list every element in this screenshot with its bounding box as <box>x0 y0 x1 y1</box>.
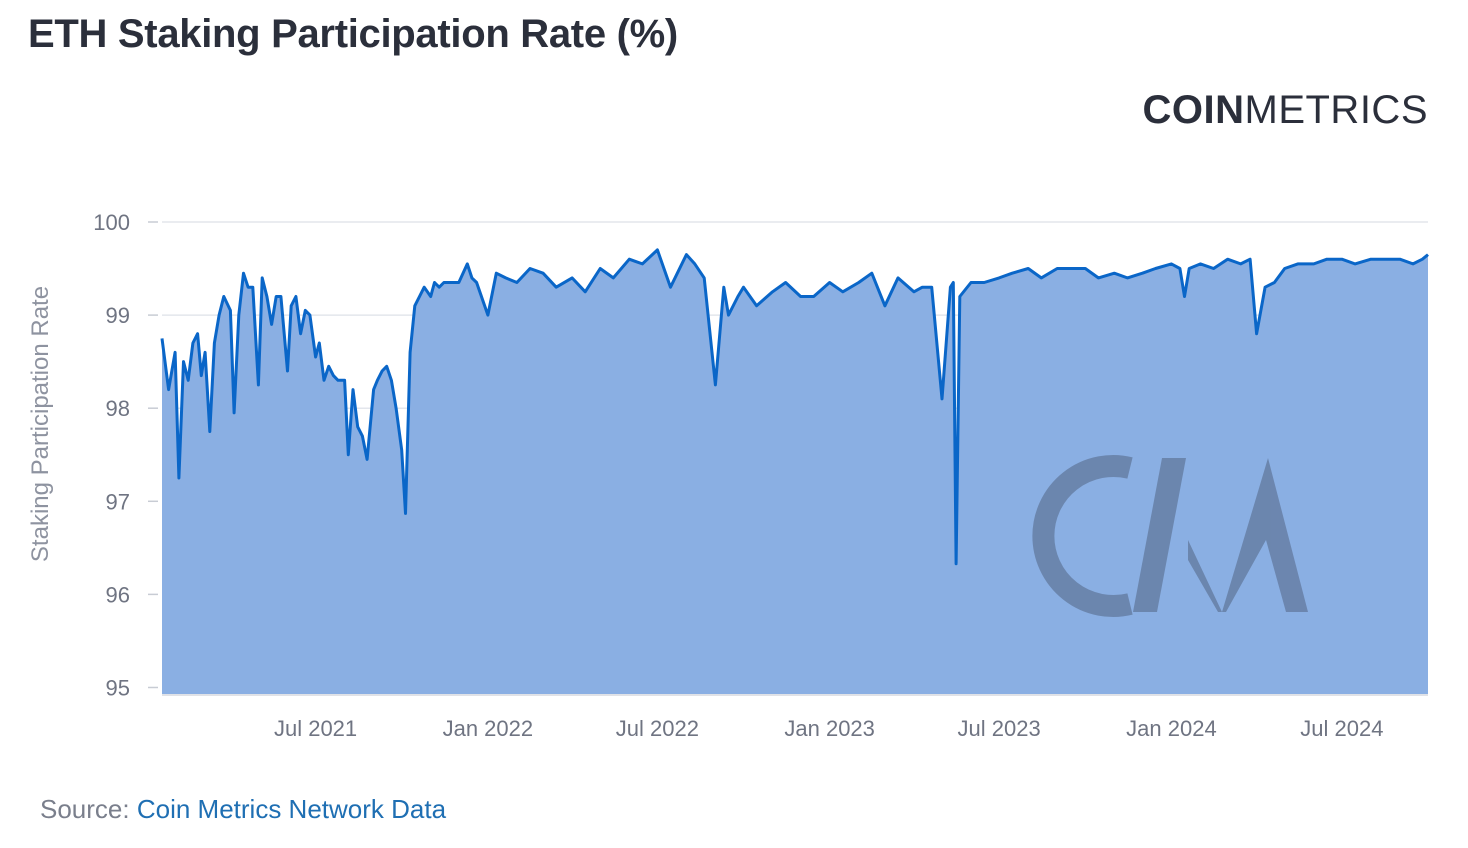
chart-title: ETH Staking Participation Rate (%) <box>28 12 678 56</box>
y-tick-label: 99 <box>106 303 130 328</box>
y-axis-ticks: 100 99 98 97 96 95 <box>93 210 158 700</box>
y-tick-label: 96 <box>106 582 130 607</box>
x-tick-label: Jul 2022 <box>616 716 699 741</box>
y-tick-label: 97 <box>106 489 130 514</box>
watermark-slash-shape <box>1133 458 1186 612</box>
source-label: Source: <box>40 794 130 824</box>
x-tick-label: Jul 2021 <box>274 716 357 741</box>
watermark-m-shape <box>1188 458 1308 612</box>
coinmetrics-logo: COINMETRICS <box>1143 88 1429 133</box>
y-tick-label: 100 <box>93 210 130 235</box>
source-note: Source: Coin Metrics Network Data <box>40 794 446 825</box>
x-tick-label: Jul 2024 <box>1300 716 1383 741</box>
y-tick-label: 95 <box>106 675 130 700</box>
y-tick-label: 98 <box>106 396 130 421</box>
series-line <box>160 248 1429 566</box>
watermark-c-shape <box>1032 455 1133 617</box>
x-axis-ticks: Jul 2021 Jan 2022 Jul 2022 Jan 2023 Jul 2023… <box>162 694 1428 741</box>
area-fill <box>162 249 1428 694</box>
x-tick-label: Jan 2022 <box>443 716 534 741</box>
logo-text-light: METRICS <box>1244 88 1428 132</box>
x-tick-label: Jan 2023 <box>784 716 875 741</box>
x-tick-label: Jan 2024 <box>1126 716 1217 741</box>
source-link[interactable]: Coin Metrics Network Data <box>136 794 447 824</box>
logo-text-strong: COIN <box>1142 88 1245 132</box>
y-axis-label: Staking Participation Rate <box>27 286 54 562</box>
coinmetrics-cm-watermark-icon <box>1032 455 1308 617</box>
x-tick-label: Jul 2023 <box>958 716 1041 741</box>
